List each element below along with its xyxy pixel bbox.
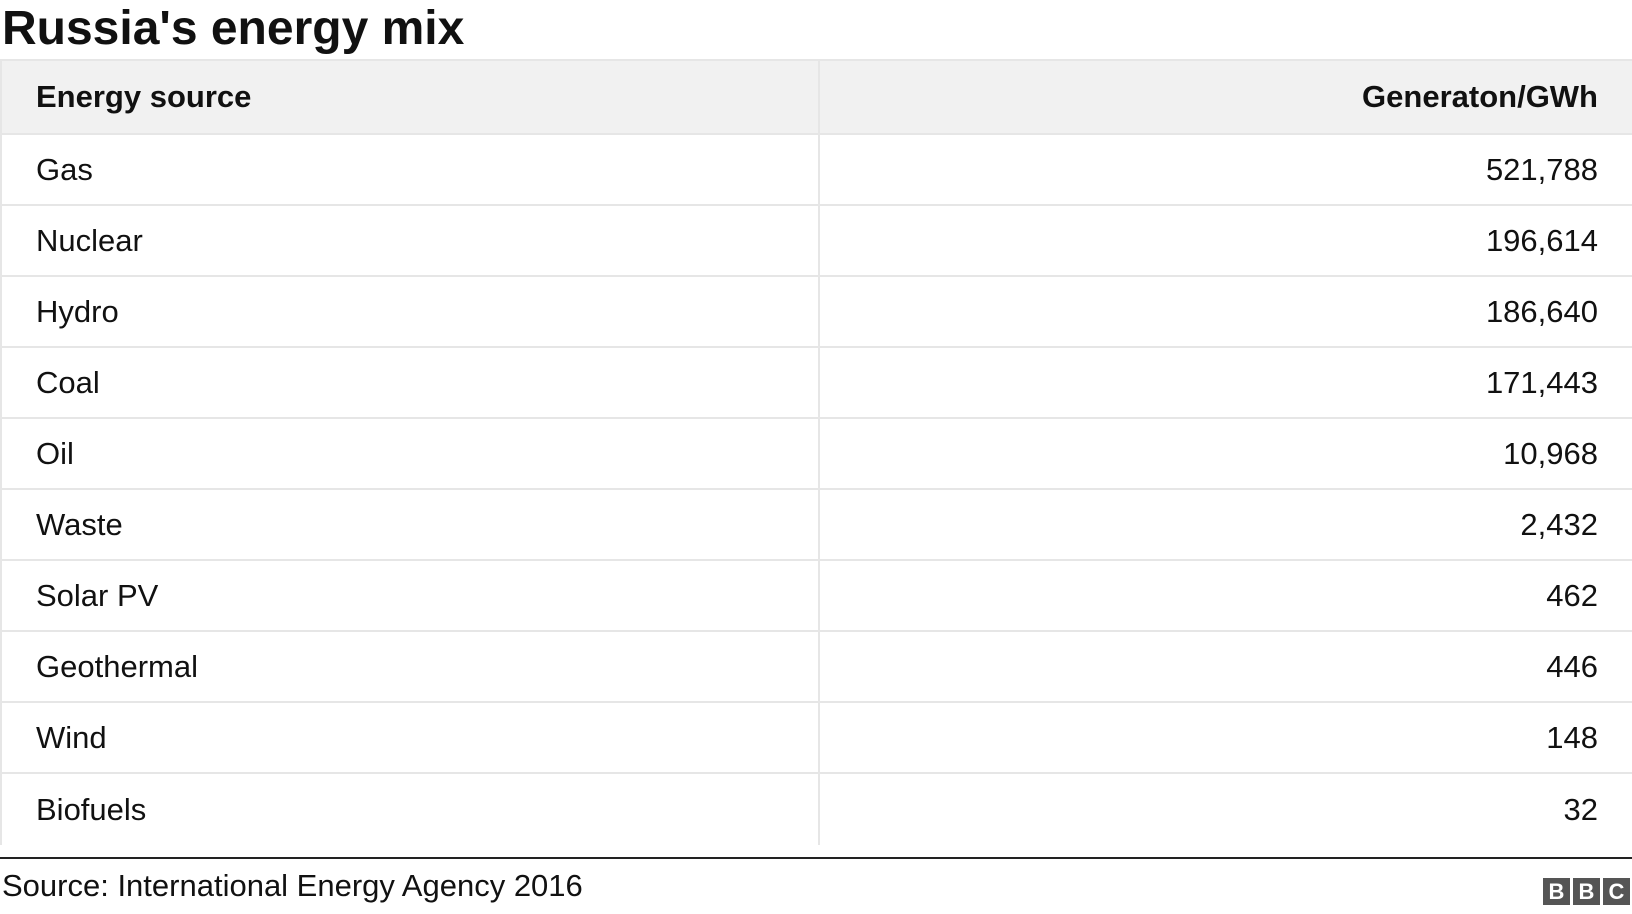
generation-value-cell: 10,968 xyxy=(818,417,1632,489)
generation-value-cell: 186,640 xyxy=(818,275,1632,347)
generation-value-cell: 446 xyxy=(818,630,1632,702)
energy-source-cell: Hydro xyxy=(0,275,820,347)
table-header-row: Energy source Generaton/GWh xyxy=(0,59,1632,134)
footer-divider xyxy=(0,857,1632,859)
bbc-logo-letter: B xyxy=(1543,878,1570,905)
generation-value-cell: 171,443 xyxy=(818,346,1632,418)
table-row: Coal 171,443 xyxy=(0,346,1632,418)
energy-source-cell: Oil xyxy=(0,417,820,489)
energy-source-cell: Nuclear xyxy=(0,204,820,276)
energy-source-cell: Waste xyxy=(0,488,820,560)
table-row: Nuclear 196,614 xyxy=(0,204,1632,276)
table-row: Gas 521,788 xyxy=(0,133,1632,205)
generation-value-cell: 462 xyxy=(818,559,1632,631)
table-row: Oil 10,968 xyxy=(0,417,1632,489)
generation-value-cell: 32 xyxy=(818,772,1632,845)
column-header-energy-source: Energy source xyxy=(0,59,820,134)
energy-source-cell: Biofuels xyxy=(0,772,820,845)
energy-table-container: Energy source Generaton/GWh Gas 521,788 Nu… xyxy=(0,59,1632,845)
column-header-generation: Generaton/GWh xyxy=(818,59,1632,134)
energy-table: Energy source Generaton/GWh Gas 521,788 Nu… xyxy=(0,59,1632,845)
bbc-logo-letter: B xyxy=(1573,878,1600,905)
bbc-logo: B B C xyxy=(1543,878,1630,905)
table-row: Biofuels 32 xyxy=(0,772,1632,845)
generation-value-cell: 2,432 xyxy=(818,488,1632,560)
chart-title: Russia's energy mix xyxy=(2,2,465,55)
energy-source-cell: Wind xyxy=(0,701,820,773)
source-note: Source: International Energy Agency 2016 xyxy=(2,868,583,903)
table-row: Waste 2,432 xyxy=(0,488,1632,560)
generation-value-cell: 521,788 xyxy=(818,133,1632,205)
table-row: Wind 148 xyxy=(0,701,1632,773)
table-row: Hydro 186,640 xyxy=(0,275,1632,347)
table-row: Geothermal 446 xyxy=(0,630,1632,702)
table-row: Solar PV 462 xyxy=(0,559,1632,631)
generation-value-cell: 148 xyxy=(818,701,1632,773)
energy-source-cell: Coal xyxy=(0,346,820,418)
table-body: Gas 521,788 Nuclear 196,614 Hydro 186,640 Coal… xyxy=(0,133,1632,845)
bbc-logo-letter: C xyxy=(1603,878,1630,905)
generation-value-cell: 196,614 xyxy=(818,204,1632,276)
energy-source-cell: Geothermal xyxy=(0,630,820,702)
energy-source-cell: Gas xyxy=(0,133,820,205)
energy-source-cell: Solar PV xyxy=(0,559,820,631)
